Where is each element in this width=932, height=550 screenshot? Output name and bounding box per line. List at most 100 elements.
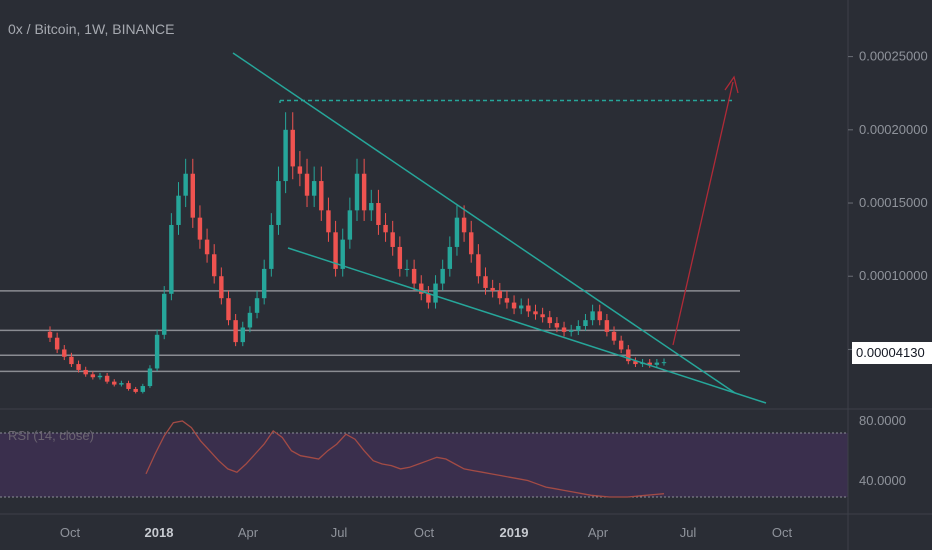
candle-body [583,320,588,327]
candle-body [276,181,281,225]
price-tick-label: 0.00015000 [859,195,928,210]
candle-body [240,327,245,343]
candle-body [162,293,167,335]
candle-body [661,362,667,364]
candle-body [219,276,224,299]
candle-body [454,217,460,247]
candle-body [147,368,153,387]
candle-body [354,173,360,211]
candle-body [447,246,453,269]
candle-body [269,224,274,269]
candle-body [119,383,124,385]
rsi-label: RSI (14, close) [8,428,94,443]
time-tick-label: Oct [60,525,81,540]
candlestick-series [47,112,667,394]
candle-body [233,320,238,343]
candle-body [404,268,410,270]
price-tick-label: 0.00020000 [859,122,928,137]
candle-body [611,331,617,341]
projection-arrow-head [724,75,739,94]
time-tick-label: 2018 [145,525,174,540]
time-tick-label: Jul [680,525,697,540]
rsi-tick-label: 80.0000 [859,413,906,428]
candle-body [140,386,146,392]
candle-body [440,268,445,284]
candle-body [419,283,424,294]
candle-body [476,254,481,277]
candle-body [326,210,331,233]
rsi-series [145,420,665,498]
candle-body [604,320,610,332]
candle-body [254,298,260,313]
candle-body [297,166,303,174]
candle-body [504,298,510,303]
candle-body [383,224,388,233]
upper-trendline [232,52,736,394]
rsi-line [145,420,665,498]
projection-arrow-line [672,81,734,346]
candle-body [597,311,602,321]
candle-body [247,312,253,328]
candle-body [169,224,174,294]
candle-body [497,290,503,299]
candle-body [290,129,295,167]
lower-trendline [287,247,767,404]
rsi-band-fill [0,433,848,497]
candle-body [112,381,117,385]
candle-body [190,173,196,218]
candle-body [154,334,160,369]
candle-body [226,298,231,321]
time-tick-label: Oct [414,525,435,540]
candle-body [211,254,217,277]
candle-body [47,331,53,338]
candle-body [561,327,567,332]
candle-body [518,305,524,309]
time-tick-label: 2019 [500,525,529,540]
time-tick-label: Apr [238,525,259,540]
time-tick-label: Jul [331,525,348,540]
price-tick-label: 0.00010000 [859,268,928,283]
candle-body [183,173,188,196]
candle-body [311,181,317,196]
candle-body [554,323,560,328]
current-price-tag: 0.00004130 [852,342,932,364]
candle-body [633,361,638,365]
candle-body [97,375,103,378]
candle-body [197,217,203,240]
candle-body [69,356,74,365]
candle-body [590,311,595,321]
candle-body [461,217,467,233]
candle-body [304,173,310,196]
candle-body [483,276,488,288]
candle-body [176,195,181,225]
candle-body [626,349,631,362]
candle-body [283,129,288,182]
candle-body [90,374,96,378]
candle-body [618,340,624,350]
candle-body [347,210,353,240]
trendlines [232,52,767,404]
chart-title: 0x / Bitcoin, 1W, BINANCE [8,21,175,37]
candle-body [76,364,81,370]
candle-body [654,362,660,365]
candle-body [340,239,345,269]
candle-body [426,293,431,303]
time-tick-label: Apr [588,525,609,540]
candle-body [126,383,131,389]
rsi-band [0,432,848,498]
candle-body [511,302,517,309]
time-tick-label: Oct [772,525,793,540]
rsi-tick-label: 40.0000 [859,473,906,488]
candle-body [526,305,531,312]
candle-body [319,181,324,211]
candle-body [490,287,495,291]
candle-body [62,349,67,357]
candle-body [540,314,545,318]
price-tick-label: 0.00025000 [859,49,928,64]
candle-body [361,173,367,211]
candle-body [469,232,474,255]
candle-body [204,239,210,255]
candle-body [369,203,374,211]
candle-body [333,232,338,269]
